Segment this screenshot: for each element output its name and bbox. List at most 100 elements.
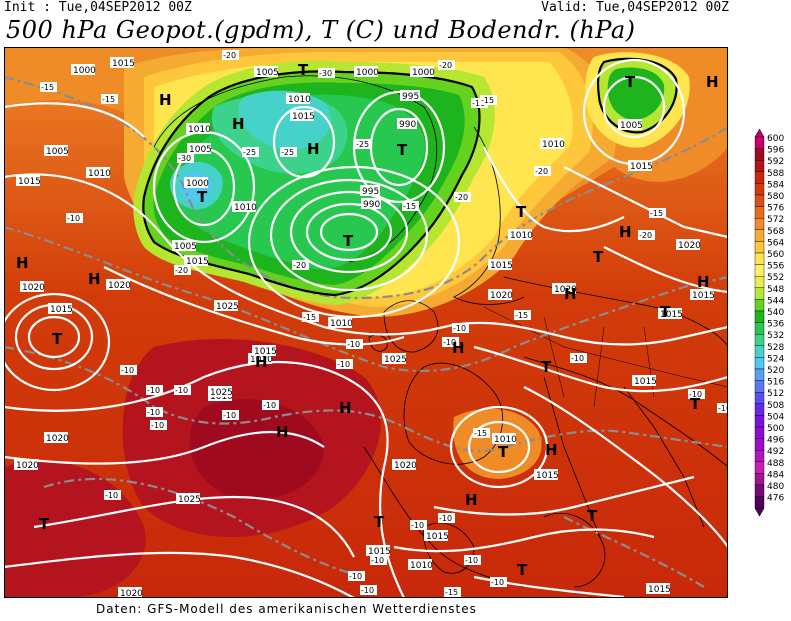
pressure-label: 990	[361, 198, 381, 210]
temp-label: -10	[222, 410, 239, 420]
colorbar-tick-label: 548	[767, 285, 784, 295]
colorbar-swatch	[754, 484, 765, 497]
svg-text:1020: 1020	[490, 291, 513, 301]
high-symbol: H	[452, 339, 465, 357]
svg-text:1025: 1025	[216, 302, 239, 312]
svg-text:1015: 1015	[490, 261, 513, 271]
pressure-label: 1025	[214, 300, 239, 312]
colorbar-tick-label: 540	[767, 308, 784, 318]
pressure-label: 1005	[187, 143, 212, 155]
geopotential-contour	[142, 57, 678, 297]
temp-label: -10	[346, 339, 363, 349]
low-symbol: T	[498, 443, 509, 461]
high-symbol: H	[339, 399, 352, 417]
temp-label: -10	[717, 403, 728, 413]
pressure-label: 1020	[488, 289, 513, 301]
svg-text:-10: -10	[472, 99, 485, 108]
colorbar-swatch	[754, 241, 765, 254]
svg-text:1010: 1010	[542, 140, 565, 150]
low-symbol: T	[374, 513, 385, 531]
low-symbol: T	[516, 203, 527, 221]
high-symbol: H	[276, 423, 289, 441]
colorbar-swatch	[754, 264, 765, 277]
pressure-label: 1015	[252, 345, 277, 357]
temp-label: -25	[242, 147, 259, 157]
pressure-label: 1015	[690, 289, 715, 301]
svg-text:-10: -10	[491, 578, 504, 587]
svg-text:1015: 1015	[50, 305, 73, 315]
svg-text:1010: 1010	[410, 561, 433, 571]
low-symbol: T	[660, 303, 671, 321]
svg-text:1005: 1005	[174, 242, 197, 252]
svg-text:-10: -10	[349, 572, 362, 581]
colorbar-tick-label: 508	[767, 401, 784, 411]
svg-text:1015: 1015	[660, 310, 683, 320]
svg-text:-10: -10	[337, 360, 350, 369]
pressure-label: 1015	[184, 255, 209, 267]
colorbar-swatch	[754, 287, 765, 300]
svg-text:-10: -10	[571, 354, 584, 363]
pressure-label: 1025	[176, 493, 201, 505]
svg-text:-15: -15	[403, 202, 416, 211]
temp-label: -10	[490, 577, 507, 587]
svg-text:-15: -15	[650, 209, 663, 218]
pressure-label: 1015	[366, 545, 391, 557]
pressure-label: 1000	[71, 64, 96, 76]
svg-text:-30: -30	[178, 154, 191, 163]
colorbar-tick-label: 568	[767, 227, 784, 237]
svg-text:1005: 1005	[256, 68, 279, 78]
pressure-label: 1020	[248, 353, 273, 365]
svg-text:-10: -10	[718, 404, 728, 413]
svg-text:1000: 1000	[412, 68, 435, 78]
colorbar-swatch	[754, 438, 765, 451]
low-symbol: T	[39, 515, 50, 533]
high-symbol: H	[619, 223, 632, 241]
colorbar-swatch	[754, 183, 765, 196]
svg-text:-10: -10	[689, 390, 702, 399]
pressure-label: 1010	[232, 201, 257, 213]
colorbar-swatch	[754, 426, 765, 439]
svg-text:995: 995	[362, 187, 379, 197]
high-symbol: H	[564, 285, 577, 303]
colorbar-tick-label: 572	[767, 215, 784, 225]
temp-label: -15	[40, 82, 57, 92]
temp-label: -20	[454, 192, 471, 202]
svg-text:-10: -10	[67, 214, 80, 223]
colorbar-tick-label: 488	[767, 459, 784, 469]
pressure-label: 1010	[540, 138, 565, 150]
svg-text:1010: 1010	[494, 435, 517, 445]
colorbar-swatch	[754, 450, 765, 463]
colorbar-swatch	[754, 275, 765, 288]
temp-label: -10	[464, 555, 481, 565]
svg-text:-10: -10	[263, 401, 276, 410]
colorbar-swatch	[754, 403, 765, 416]
temp-label: -10	[452, 323, 469, 333]
temp-label: -10	[410, 520, 427, 530]
colorbar-tick-label: 516	[767, 378, 784, 388]
temp-label: -10	[360, 585, 377, 595]
svg-text:1005: 1005	[46, 147, 69, 157]
svg-text:1025: 1025	[210, 388, 233, 398]
valid-time: Valid: Tue,04SEP2012 00Z	[541, 0, 729, 15]
temp-label: -20	[292, 260, 309, 270]
svg-text:-25: -25	[356, 140, 369, 149]
svg-text:-10: -10	[465, 556, 478, 565]
colorbar-swatch	[754, 217, 765, 230]
svg-text:990: 990	[363, 200, 380, 210]
svg-text:1015: 1015	[18, 177, 41, 187]
svg-text:-20: -20	[455, 193, 468, 202]
svg-text:1010: 1010	[288, 95, 311, 105]
svg-text:-20: -20	[293, 261, 306, 270]
svg-text:1020: 1020	[22, 283, 45, 293]
pressure-label: 1015	[488, 259, 513, 271]
temp-label: -15	[514, 310, 531, 320]
pressure-label: 1025	[382, 353, 407, 365]
init-time: Init : Tue,04SEP2012 00Z	[4, 0, 192, 15]
colorbar-tick-label: 532	[767, 331, 784, 341]
pressure-label: 1015	[628, 160, 653, 172]
temp-label: -25	[280, 147, 297, 157]
pressure-label: 1000	[410, 66, 435, 78]
colorbar-swatch	[754, 345, 765, 358]
temp-label: -10	[262, 400, 279, 410]
svg-text:1015: 1015	[536, 471, 559, 481]
